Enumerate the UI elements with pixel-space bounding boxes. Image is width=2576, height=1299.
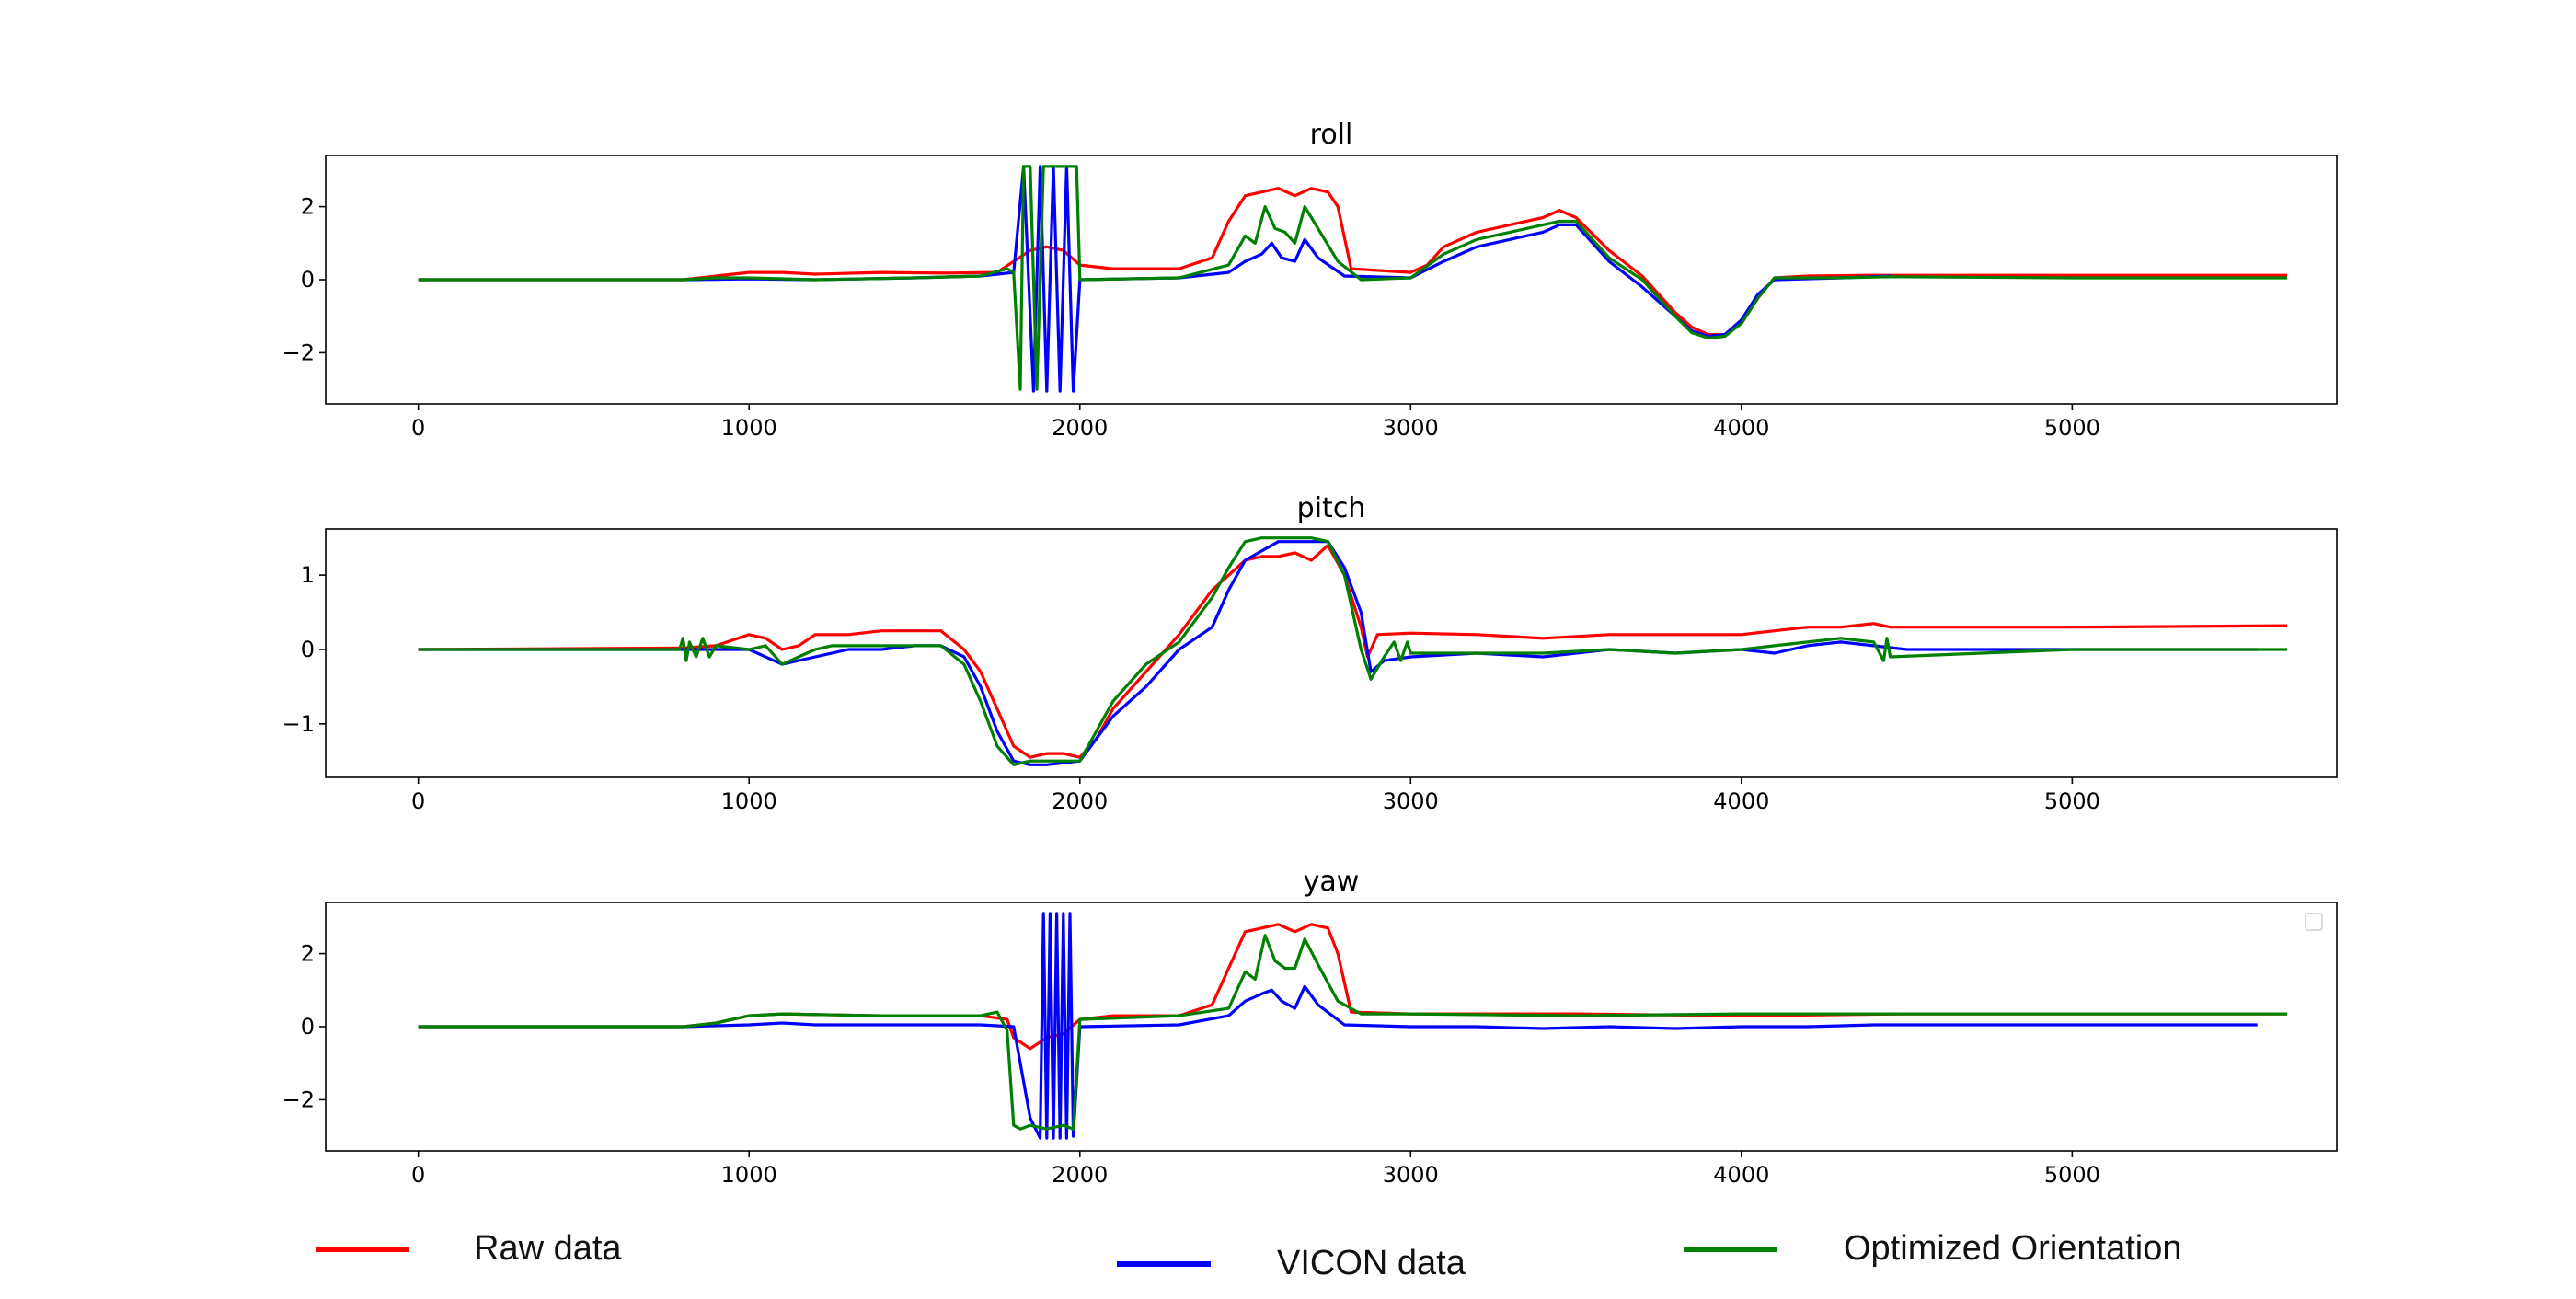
series-line-raw-yaw <box>418 923 2288 1051</box>
series-group-yaw <box>418 912 2288 1140</box>
y-tick-label: 2 <box>301 194 315 220</box>
series-group-roll <box>418 165 2288 393</box>
x-tick-label: 4000 <box>1713 1162 1769 1188</box>
x-tick-label: 4000 <box>1713 415 1769 441</box>
x-tick-label: 2000 <box>1052 788 1108 814</box>
x-tick-label: 4000 <box>1713 788 1769 814</box>
x-tick-label: 2000 <box>1052 415 1108 441</box>
series-line-raw-pitch <box>418 544 2288 759</box>
legend-swatch-optimized <box>1684 1246 1777 1252</box>
legend-item-raw: Raw data <box>316 1229 622 1269</box>
y-tick-label: 2 <box>301 941 315 967</box>
legend-swatch-raw <box>316 1246 409 1252</box>
x-tick-label: 0 <box>411 788 425 814</box>
subplot-title-roll: roll <box>1310 119 1353 151</box>
x-tick-label: 1000 <box>721 1162 777 1188</box>
x-tick-label: 5000 <box>2044 415 2100 441</box>
series-group-pitch <box>418 536 2288 766</box>
x-tick-label: 3000 <box>1383 788 1439 814</box>
legend-label-optimized: Optimized Orientation <box>1844 1229 2182 1268</box>
subplot-pitch: pitch 0 1000 2000 3000 4000 5000 −1 0 1 <box>282 492 2338 814</box>
y-tick-label: 1 <box>301 562 315 588</box>
series-line-optimized-roll <box>418 165 2288 391</box>
x-tick-label: 1000 <box>721 788 777 814</box>
subplot-yaw: yaw 0 1000 2000 3000 4000 5000 −2 0 2 <box>282 866 2338 1188</box>
y-tick-label: −2 <box>282 1086 315 1112</box>
x-tick-label: 0 <box>411 1162 425 1188</box>
subplot-roll: roll 0 1000 2000 3000 4000 5000 −2 0 2 <box>282 119 2338 441</box>
axes-frame-pitch <box>325 528 2338 778</box>
y-tick-label: −2 <box>282 339 315 365</box>
legend-item-optimized: Optimized Orientation <box>1684 1229 2182 1269</box>
series-line-optimized-yaw <box>418 934 2288 1131</box>
x-tick-label: 2000 <box>1052 1162 1108 1188</box>
series-line-raw-roll <box>418 187 2288 337</box>
y-tick-label: −1 <box>282 711 315 737</box>
x-tick-label: 5000 <box>2044 1162 2100 1188</box>
x-tick-label: 1000 <box>721 415 777 441</box>
y-tick-label: 0 <box>301 1014 315 1040</box>
x-tick-label: 0 <box>411 415 425 441</box>
legend-label-vicon: VICON data <box>1277 1244 1466 1282</box>
subplot-title-pitch: pitch <box>1297 492 1366 524</box>
subplot-title-yaw: yaw <box>1304 866 1360 898</box>
empty-legend-box <box>2305 913 2323 931</box>
series-line-vicon-yaw <box>418 912 2258 1140</box>
y-tick-label: 0 <box>301 267 315 293</box>
x-tick-label: 5000 <box>2044 788 2100 814</box>
x-tick-label: 3000 <box>1383 415 1439 441</box>
series-line-optimized-pitch <box>418 536 2288 766</box>
legend-label-raw: Raw data <box>474 1229 622 1268</box>
legend-swatch-vicon <box>1117 1260 1211 1267</box>
legend-item-vicon: VICON data <box>1117 1244 1466 1283</box>
y-tick-label: 0 <box>301 637 315 662</box>
x-tick-label: 3000 <box>1383 1162 1439 1188</box>
